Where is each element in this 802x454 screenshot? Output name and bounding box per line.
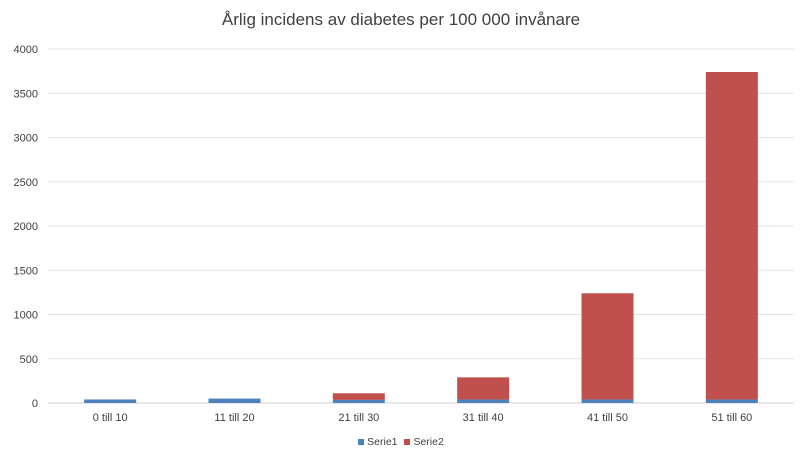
bar-serie1-0: [84, 399, 137, 403]
bar-serie1-3: [457, 399, 510, 403]
y-tick-label: 2500: [14, 177, 38, 189]
legend-item-serie2: Serie2: [404, 436, 444, 448]
chart-title: Årlig incidens av diabetes per 100 000 i…: [221, 10, 581, 29]
legend-label-serie1: Serie1: [367, 436, 398, 448]
y-tick-label: 2000: [14, 221, 38, 233]
y-tick-label: 4000: [14, 44, 38, 56]
bar-serie2-5: [705, 72, 758, 400]
chart-legend: Serie1 Serie2: [0, 436, 802, 448]
bar-serie2-2: [332, 393, 385, 400]
x-tick-label: 0 till 10: [93, 412, 128, 424]
bar-serie1-5: [705, 399, 758, 403]
y-tick-label: 3000: [14, 133, 38, 145]
y-tick-label: 500: [20, 354, 38, 366]
y-tick-label: 3500: [14, 88, 38, 100]
legend-label-serie2: Serie2: [413, 436, 444, 448]
legend-item-serie1: Serie1: [358, 436, 398, 448]
x-tick-label: 31 till 40: [463, 412, 504, 424]
x-tick-label: 51 till 60: [711, 412, 752, 424]
bar-serie1-2: [332, 399, 385, 403]
x-tick-label: 41 till 50: [587, 412, 628, 424]
legend-swatch-serie1: [358, 439, 365, 445]
legend-swatch-serie2: [404, 439, 411, 445]
x-tick-label: 11 till 20: [214, 412, 254, 424]
bar-serie1-4: [581, 399, 634, 403]
bar-serie2-3: [457, 377, 510, 400]
bar-serie1-1: [208, 398, 261, 403]
y-tick-label: 1500: [14, 265, 38, 277]
y-tick-label: 0: [32, 398, 38, 410]
x-tick-label: 21 till 30: [338, 412, 379, 424]
y-tick-label: 1000: [14, 310, 38, 322]
bar-serie2-4: [581, 293, 634, 400]
